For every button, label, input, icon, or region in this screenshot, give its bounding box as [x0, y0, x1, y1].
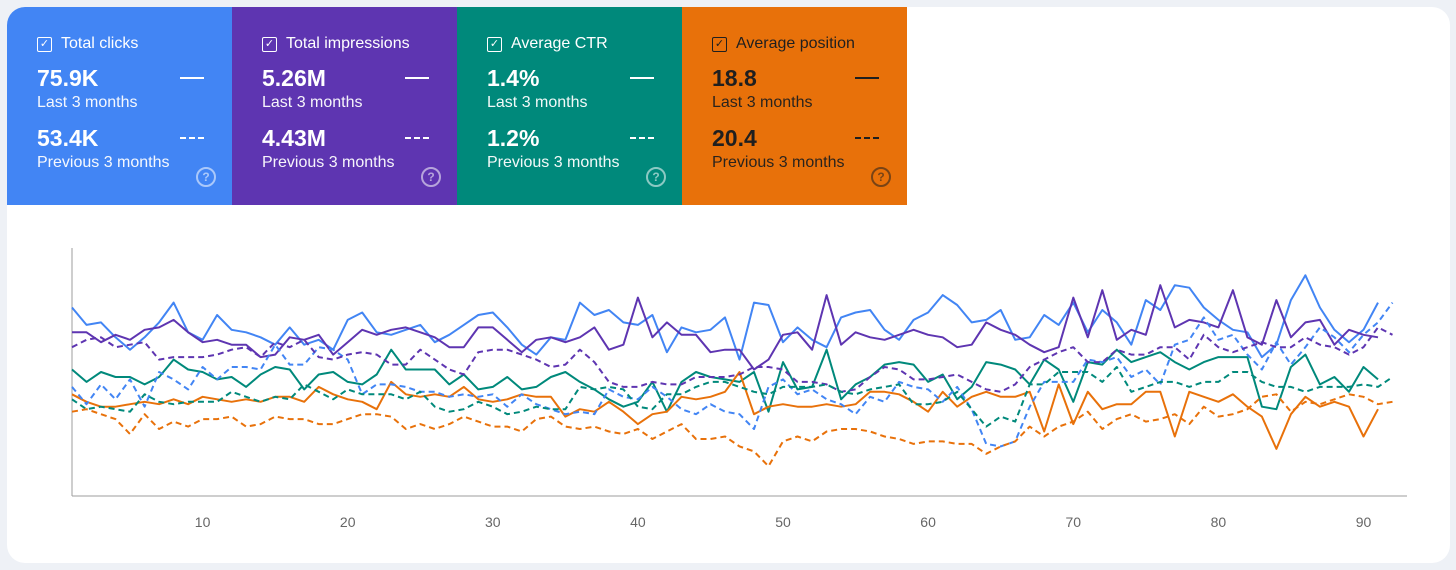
- dashed-line-icon: [180, 137, 204, 139]
- card-header: ✓ Average CTR: [487, 35, 682, 53]
- metric-cards: ✓ Total clicks 75.9K Last 3 months 53.4K…: [7, 7, 907, 205]
- help-icon[interactable]: ?: [196, 167, 216, 187]
- solid-line-icon: [630, 77, 654, 79]
- previous-value: 53.4K: [37, 125, 99, 151]
- x-tick-label: 90: [1356, 514, 1372, 530]
- card-header: ✓ Average position: [712, 35, 907, 53]
- current-period-label: Last 3 months: [37, 94, 138, 111]
- x-tick-label: 60: [920, 514, 936, 530]
- x-tick-label: 80: [1211, 514, 1227, 530]
- x-tick-label: 30: [485, 514, 501, 530]
- x-tick-label: 50: [775, 514, 791, 530]
- checkbox-icon[interactable]: ✓: [712, 36, 727, 52]
- current-value: 18.8: [712, 65, 757, 91]
- current-value: 5.26M: [262, 65, 326, 91]
- help-icon[interactable]: ?: [871, 167, 891, 187]
- current-period-label: Last 3 months: [487, 94, 588, 111]
- average-ctr-card[interactable]: ✓ Average CTR 1.4% Last 3 months 1.2% Pr…: [457, 7, 682, 205]
- help-icon[interactable]: ?: [646, 167, 666, 187]
- current-period-row: 5.26M Last 3 months: [262, 66, 457, 113]
- previous-period-row: 4.43M Previous 3 months: [262, 126, 457, 173]
- x-tick-label: 40: [630, 514, 646, 530]
- checkbox-icon[interactable]: ✓: [487, 36, 502, 52]
- series-line-1-current: [72, 284, 1379, 371]
- previous-value: 1.2%: [487, 125, 540, 151]
- series-line-5-previous: [71, 326, 1393, 393]
- checkbox-icon[interactable]: ✓: [262, 36, 277, 52]
- card-header: ✓ Total impressions: [262, 35, 457, 53]
- series-line-7-previous: [71, 393, 1393, 468]
- card-label: Average CTR: [511, 35, 608, 52]
- total-clicks-card[interactable]: ✓ Total clicks 75.9K Last 3 months 53.4K…: [7, 7, 232, 205]
- previous-period-label: Previous 3 months: [712, 154, 845, 171]
- current-value: 1.4%: [487, 65, 540, 91]
- current-period-row: 75.9K Last 3 months: [37, 66, 232, 113]
- current-period-row: 1.4% Last 3 months: [487, 66, 682, 113]
- series-line-0-current: [71, 274, 1379, 361]
- dashed-line-icon: [405, 137, 429, 139]
- performance-line-chart: 10 20 30 40 50 60 70 80 90: [71, 248, 1407, 530]
- average-position-card[interactable]: ✓ Average position 18.8 Last 3 months 20…: [682, 7, 907, 205]
- previous-period-row: 1.2% Previous 3 months: [487, 126, 682, 173]
- x-tick-label: 10: [195, 514, 211, 530]
- help-icon[interactable]: ?: [421, 167, 441, 187]
- previous-value: 4.43M: [262, 125, 326, 151]
- x-tick-label: 70: [1066, 514, 1082, 530]
- previous-period-row: 53.4K Previous 3 months: [37, 126, 232, 173]
- previous-period-label: Previous 3 months: [262, 154, 395, 171]
- current-period-row: 18.8 Last 3 months: [712, 66, 907, 113]
- card-label: Total impressions: [286, 35, 410, 52]
- x-tick-layer: 10 20 30 40 50 60 70 80 90: [195, 514, 1372, 530]
- dashed-line-icon: [855, 137, 879, 139]
- checkbox-icon[interactable]: ✓: [37, 36, 52, 52]
- performance-panel: ✓ Total clicks 75.9K Last 3 months 53.4K…: [7, 7, 1450, 563]
- previous-value: 20.4: [712, 125, 757, 151]
- current-period-label: Last 3 months: [712, 94, 813, 111]
- solid-line-icon: [855, 77, 879, 79]
- dashed-line-icon: [630, 137, 654, 139]
- series-line-6-previous: [71, 366, 1394, 428]
- series-layer: [71, 274, 1394, 468]
- previous-period-label: Previous 3 months: [487, 154, 620, 171]
- solid-line-icon: [180, 77, 204, 79]
- series-line-4-previous: [71, 302, 1394, 448]
- card-label: Average position: [736, 35, 855, 52]
- card-label: Total clicks: [61, 35, 139, 52]
- previous-period-row: 20.4 Previous 3 months: [712, 126, 907, 173]
- solid-line-icon: [405, 77, 429, 79]
- series-line-3-current: [71, 371, 1379, 450]
- card-header: ✓ Total clicks: [37, 35, 232, 53]
- current-value: 75.9K: [37, 65, 99, 91]
- total-impressions-card[interactable]: ✓ Total impressions 5.26M Last 3 months …: [232, 7, 457, 205]
- previous-period-label: Previous 3 months: [37, 154, 170, 171]
- current-period-label: Last 3 months: [262, 94, 363, 111]
- series-line-2-current: [71, 348, 1379, 413]
- x-tick-label: 20: [340, 514, 356, 530]
